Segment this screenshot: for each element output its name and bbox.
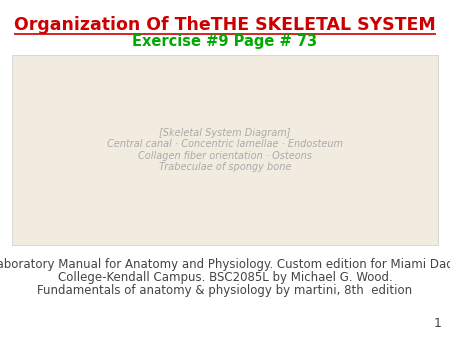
Text: College-Kendall Campus. BSC2085L by Michael G. Wood.: College-Kendall Campus. BSC2085L by Mich… — [58, 271, 392, 284]
Text: Organization Of TheTHE SKELETAL SYSTEM: Organization Of TheTHE SKELETAL SYSTEM — [14, 16, 436, 34]
Text: Fundamentals of anatomy & physiology by martini, 8th  edition: Fundamentals of anatomy & physiology by … — [37, 284, 413, 297]
FancyBboxPatch shape — [12, 55, 438, 245]
Text: [Skeletal System Diagram]
Central canal · Concentric lamellae · Endosteum
Collag: [Skeletal System Diagram] Central canal … — [107, 128, 343, 172]
Text: Exercise #9 Page # 73: Exercise #9 Page # 73 — [132, 34, 318, 49]
Text: Laboratory Manual for Anatomy and Physiology. Custom edition for Miami Dade: Laboratory Manual for Anatomy and Physio… — [0, 258, 450, 271]
Text: 1: 1 — [434, 317, 442, 330]
